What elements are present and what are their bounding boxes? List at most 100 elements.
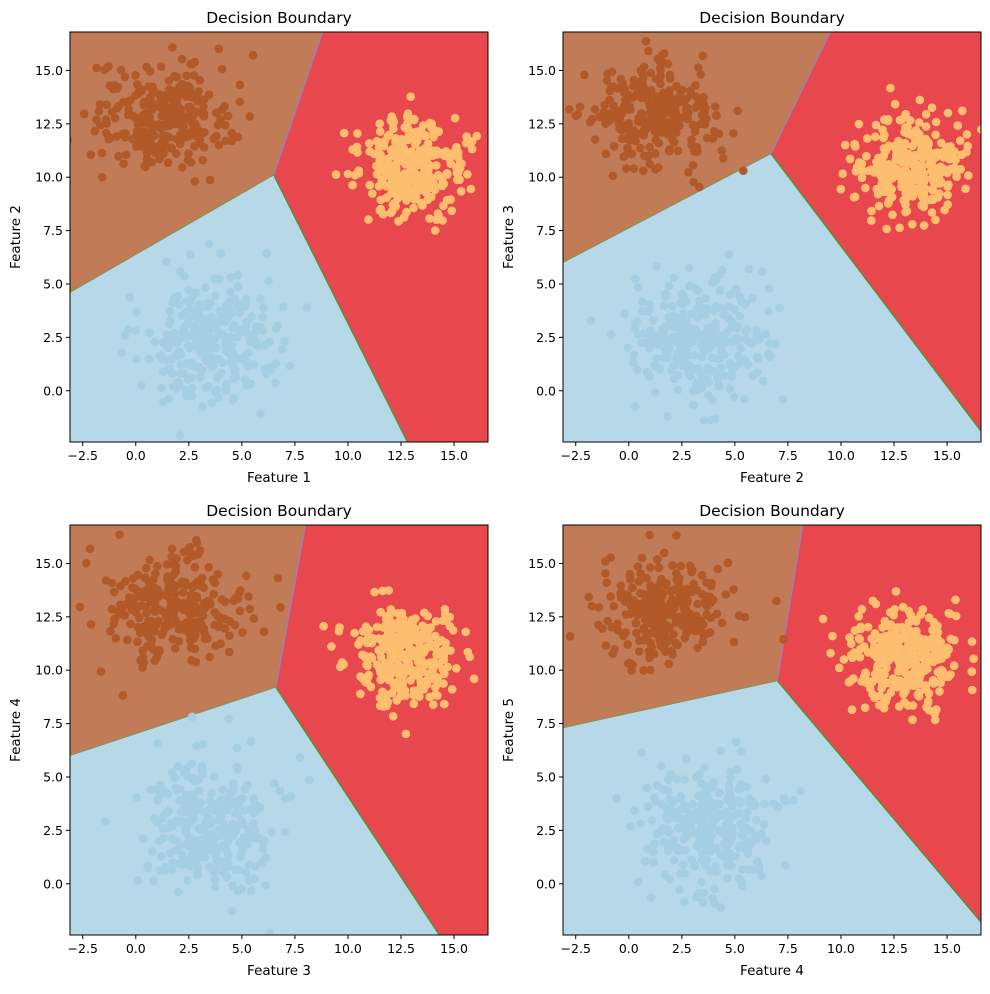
chart2-point (745, 265, 754, 274)
chart1-point (187, 118, 196, 127)
chart3-point (218, 859, 227, 868)
chart3-point (171, 617, 180, 626)
chart1-point (141, 163, 150, 172)
chart4-point (603, 617, 612, 626)
chart2-xtick-label: 2.5 (672, 448, 692, 463)
chart2-point (888, 211, 897, 220)
chart1-point (197, 303, 206, 312)
chart4-point (737, 878, 746, 887)
chart4-point (729, 585, 738, 594)
chart1-point (429, 133, 438, 142)
chart1-point (126, 293, 135, 302)
chart2-point (885, 196, 894, 205)
chart4-point (636, 819, 645, 828)
chart4-point (653, 599, 662, 608)
chart4-ytick-label: 2.5 (536, 823, 556, 838)
chart4-point (702, 834, 711, 843)
chart2-point (682, 321, 691, 330)
chart2-point (657, 116, 666, 125)
chart4-point (689, 800, 698, 809)
chart1-point (121, 129, 130, 138)
chart4-point (688, 616, 697, 625)
chart3-point (442, 616, 451, 625)
chart3-point (162, 612, 171, 621)
chart1-point (420, 162, 429, 171)
chart2-point (609, 172, 618, 181)
chart4-point (909, 701, 918, 710)
chart3-point (144, 861, 153, 870)
chart2-point (629, 358, 638, 367)
chart1-point (190, 331, 199, 340)
chart1-point (114, 83, 123, 92)
chart2-point (623, 343, 632, 352)
chart1-point (386, 163, 395, 172)
chart1-point (166, 365, 175, 374)
chart2-point (652, 75, 661, 84)
chart2-point (689, 337, 698, 346)
chart2-point (739, 166, 748, 175)
chart2-point (661, 292, 670, 301)
chart2-point (964, 171, 973, 180)
chart3-point (231, 594, 240, 603)
chart3-point (249, 794, 258, 803)
chart2-point (693, 305, 702, 314)
chart3-point (129, 598, 138, 607)
chart2-point (719, 154, 728, 163)
chart2-point (861, 184, 870, 193)
chart2-point (656, 66, 665, 75)
chart1-point (184, 88, 193, 97)
chart4-ytick-label: 10.0 (528, 663, 556, 678)
chart4-point (595, 603, 604, 612)
chart4-point (743, 808, 752, 817)
chart3-point (236, 852, 245, 861)
chart2-ytick-label: 10.0 (528, 170, 556, 185)
chart2-point (859, 167, 868, 176)
chart3-point (228, 881, 237, 890)
chart4-point (632, 609, 641, 618)
chart4-point (624, 659, 633, 668)
chart2-point (943, 182, 952, 191)
chart1-point (229, 394, 238, 403)
chart2-point (918, 174, 927, 183)
chart2-point (689, 178, 698, 187)
chart3-point (179, 588, 188, 597)
chart3-point (187, 643, 196, 652)
chart4-point (630, 596, 639, 605)
chart2-point (754, 355, 763, 364)
chart1-point (177, 311, 186, 320)
chart3-point (211, 579, 220, 588)
chart4-point (872, 671, 881, 680)
chart2-point (874, 190, 883, 199)
chart4-point (647, 893, 656, 902)
chart2-point (887, 185, 896, 194)
chart3-point (199, 583, 208, 592)
chart4-point (875, 701, 884, 710)
chart4-point (921, 684, 930, 693)
chart4-point (699, 817, 708, 826)
chart2-point (878, 125, 887, 134)
chart1-point (190, 142, 199, 151)
chart1-point (353, 129, 362, 138)
chart4-point (869, 636, 878, 645)
chart1-point (368, 189, 377, 198)
chart4-point (680, 898, 689, 907)
chart1-point (87, 150, 96, 159)
chart4-point (781, 861, 790, 870)
chart2-point (710, 127, 719, 136)
chart3-point (132, 793, 141, 802)
chart2-point (740, 300, 749, 309)
chart4-point (653, 555, 662, 564)
chart4-point (708, 783, 717, 792)
chart2-point (709, 134, 718, 143)
chart2-point (922, 122, 931, 131)
chart4-point (735, 611, 744, 620)
chart3-point (276, 787, 285, 796)
chart1-point (365, 139, 374, 148)
chart1-xtick-label: 5.0 (232, 448, 252, 463)
chart3-point (176, 603, 185, 612)
chart3-point (115, 530, 124, 539)
chart1-point (182, 297, 191, 306)
chart4-point (687, 588, 696, 597)
chart1-point (191, 58, 200, 67)
